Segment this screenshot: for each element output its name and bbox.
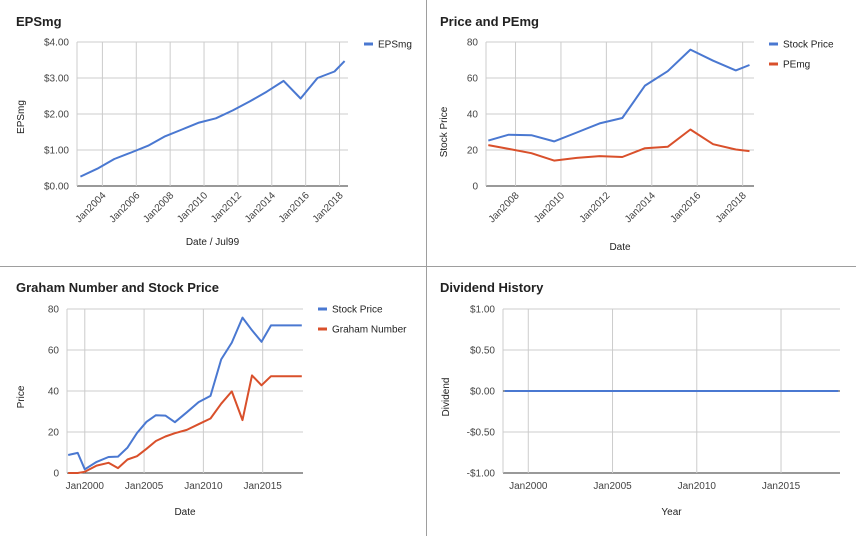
chart-title: Graham Number and Stock Price [16,280,219,295]
x-tick-label: Jan2012 [209,190,244,225]
x-tick-label: Jan2008 [141,190,176,225]
y-tick-label: 20 [467,146,479,157]
x-tick-label: Jan2014 [243,190,278,225]
series-line-stock-price [67,316,302,471]
series-line-epsmg [79,60,346,178]
chart-title: Price and PEmg [440,14,539,29]
x-tick-label: Jan2015 [762,481,801,492]
x-axis-label: Year [661,507,682,518]
x-tick-label: Jan2014 [623,190,658,225]
y-tick-label: 80 [467,38,479,49]
x-tick-label: Jan2008 [487,190,522,225]
x-tick-label: Jan2016 [277,190,312,225]
x-tick-label: Jan2000 [66,481,105,492]
horizontal-divider [0,266,856,267]
x-tick-label: Jan2010 [184,481,223,492]
y-axis-label: Price [16,385,27,408]
x-tick-label: Jan2010 [175,190,210,225]
y-tick-label: $0.00 [470,387,495,398]
y-tick-label: 60 [467,74,479,85]
y-tick-label: -$0.50 [467,428,496,439]
x-tick-label: Jan2015 [243,481,282,492]
x-tick-label: Jan2018 [311,190,346,225]
y-tick-label: $4.00 [44,38,69,49]
x-tick-label: Jan2004 [74,190,109,225]
y-tick-label: 80 [48,305,60,316]
eps-chart: EPSmg$0.00$1.00$2.00$3.00$4.00Jan2004Jan… [0,0,426,266]
y-tick-label: $1.00 [470,305,495,316]
y-tick-label: $0.00 [44,182,69,193]
y-tick-label: 40 [467,110,479,121]
x-axis-label: Date / Jul99 [186,237,240,248]
vertical-divider [426,0,427,536]
y-tick-label: $2.00 [44,110,69,121]
legend-label: EPSmg [378,40,412,51]
x-tick-label: Jan2005 [125,481,164,492]
chart-title: Dividend History [440,280,544,295]
x-tick-label: Jan2010 [532,190,567,225]
series-line-stock-price [488,48,750,143]
price-pe-chart: Price and PEmg 0 20 40 60 80 Jan2008 Jan2010 Jan… [427,0,856,266]
legend-label: Stock Price [332,305,383,316]
legend-label: Stock Price [783,40,834,51]
dividend-chart: Dividend History -$1.00 -$0.50 $0.00 $0.50 $1… [427,267,856,536]
y-tick-label: $3.00 [44,74,69,85]
y-tick-label: 0 [53,469,59,480]
y-tick-label: 40 [48,387,60,398]
x-tick-label: Jan2000 [509,481,548,492]
y-axis-label: Stock Price [439,106,450,157]
x-tick-label: Jan2012 [578,190,613,225]
y-tick-label: 0 [472,182,478,193]
x-tick-label: Jan2005 [593,481,632,492]
x-tick-label: Jan2006 [107,190,142,225]
series-line-graham-number [68,374,302,474]
series-line-pemg [488,128,750,162]
legend-label: PEmg [783,60,810,71]
chart-title: EPSmg [16,14,62,29]
y-tick-label: $0.50 [470,346,495,357]
x-tick-label: Jan2010 [678,481,717,492]
y-tick-label: -$1.00 [467,469,496,480]
x-tick-label: Jan2016 [668,190,703,225]
y-tick-label: 20 [48,428,60,439]
y-axis-label: Dividend [441,378,452,417]
legend-label: Graham Number [332,325,407,336]
y-axis-label: EPSmg [16,100,27,134]
y-tick-label: $1.00 [44,146,69,157]
x-axis-label: Date [174,507,196,518]
graham-chart: Graham Number and Stock Price 0 20 40 60 80 Ja… [0,267,426,536]
x-axis-label: Date [609,242,631,253]
x-tick-label: Jan2018 [714,190,749,225]
y-tick-label: 60 [48,346,60,357]
